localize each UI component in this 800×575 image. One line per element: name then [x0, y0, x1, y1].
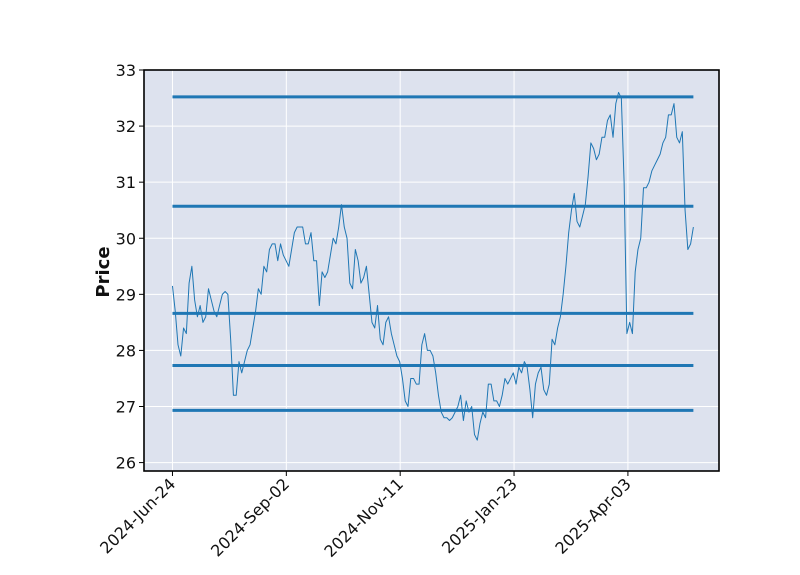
price-series-line [171, 91, 694, 441]
y-tick-label: 32 [116, 117, 136, 136]
x-tick-label: 2024-Nov-11 [320, 474, 407, 561]
x-tick-label: 2025-Apr-03 [551, 474, 634, 557]
plot-frame [143, 69, 720, 472]
y-tick-label: 29 [116, 285, 136, 304]
y-axis: 26 27 28 29 30 31 32 33 [116, 61, 144, 473]
y-tick-label: 33 [116, 61, 136, 80]
y-tick-label: 26 [116, 454, 136, 473]
y-tick-label: 27 [116, 398, 136, 417]
y-tick-label: 30 [116, 229, 136, 248]
x-tick-label: 2024-Sep-02 [207, 474, 293, 560]
horizontal-levels [172, 95, 694, 412]
series-layer [171, 91, 694, 441]
x-tick-label: 2024-Jun-24 [96, 474, 179, 557]
x-tick-label: 2025-Jan-23 [438, 474, 521, 557]
y-tick-label: 31 [116, 173, 136, 192]
plot-background [144, 70, 719, 471]
y-axis-label: Price [93, 246, 114, 297]
x-axis: 2024-Jun-24 2024-Sep-02 2024-Nov-11 2025-Ja… [96, 471, 635, 561]
y-tick-label: 28 [116, 341, 136, 360]
